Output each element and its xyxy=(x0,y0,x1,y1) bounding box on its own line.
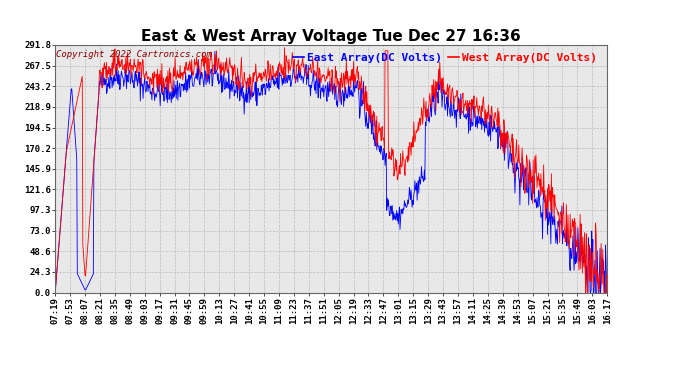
West Array(DC Volts) xyxy=(295,67,303,71)
Line: West Array(DC Volts): West Array(DC Volts) xyxy=(55,48,607,292)
Legend: East Array(DC Volts), West Array(DC Volts): East Array(DC Volts), West Array(DC Volt… xyxy=(288,48,602,67)
West Array(DC Volts) xyxy=(603,268,611,273)
Text: Copyright 2022 Cartronics.com: Copyright 2022 Cartronics.com xyxy=(57,50,213,59)
East Array(DC Volts) xyxy=(295,64,303,69)
East Array(DC Volts) xyxy=(431,110,439,114)
East Array(DC Volts) xyxy=(492,130,500,134)
West Array(DC Volts) xyxy=(108,68,116,72)
West Array(DC Volts) xyxy=(492,117,500,122)
West Array(DC Volts) xyxy=(482,121,491,125)
East Array(DC Volts) xyxy=(482,126,491,130)
Line: East Array(DC Volts): East Array(DC Volts) xyxy=(55,51,607,292)
East Array(DC Volts) xyxy=(603,290,611,295)
West Array(DC Volts) xyxy=(431,96,439,100)
West Array(DC Volts) xyxy=(275,62,283,67)
East Array(DC Volts) xyxy=(275,87,283,92)
Title: East & West Array Voltage Tue Dec 27 16:36: East & West Array Voltage Tue Dec 27 16:… xyxy=(141,29,521,44)
East Array(DC Volts) xyxy=(210,49,219,54)
East Array(DC Volts) xyxy=(51,290,59,295)
West Array(DC Volts) xyxy=(51,290,59,295)
West Array(DC Volts) xyxy=(280,45,288,50)
East Array(DC Volts) xyxy=(108,75,116,80)
